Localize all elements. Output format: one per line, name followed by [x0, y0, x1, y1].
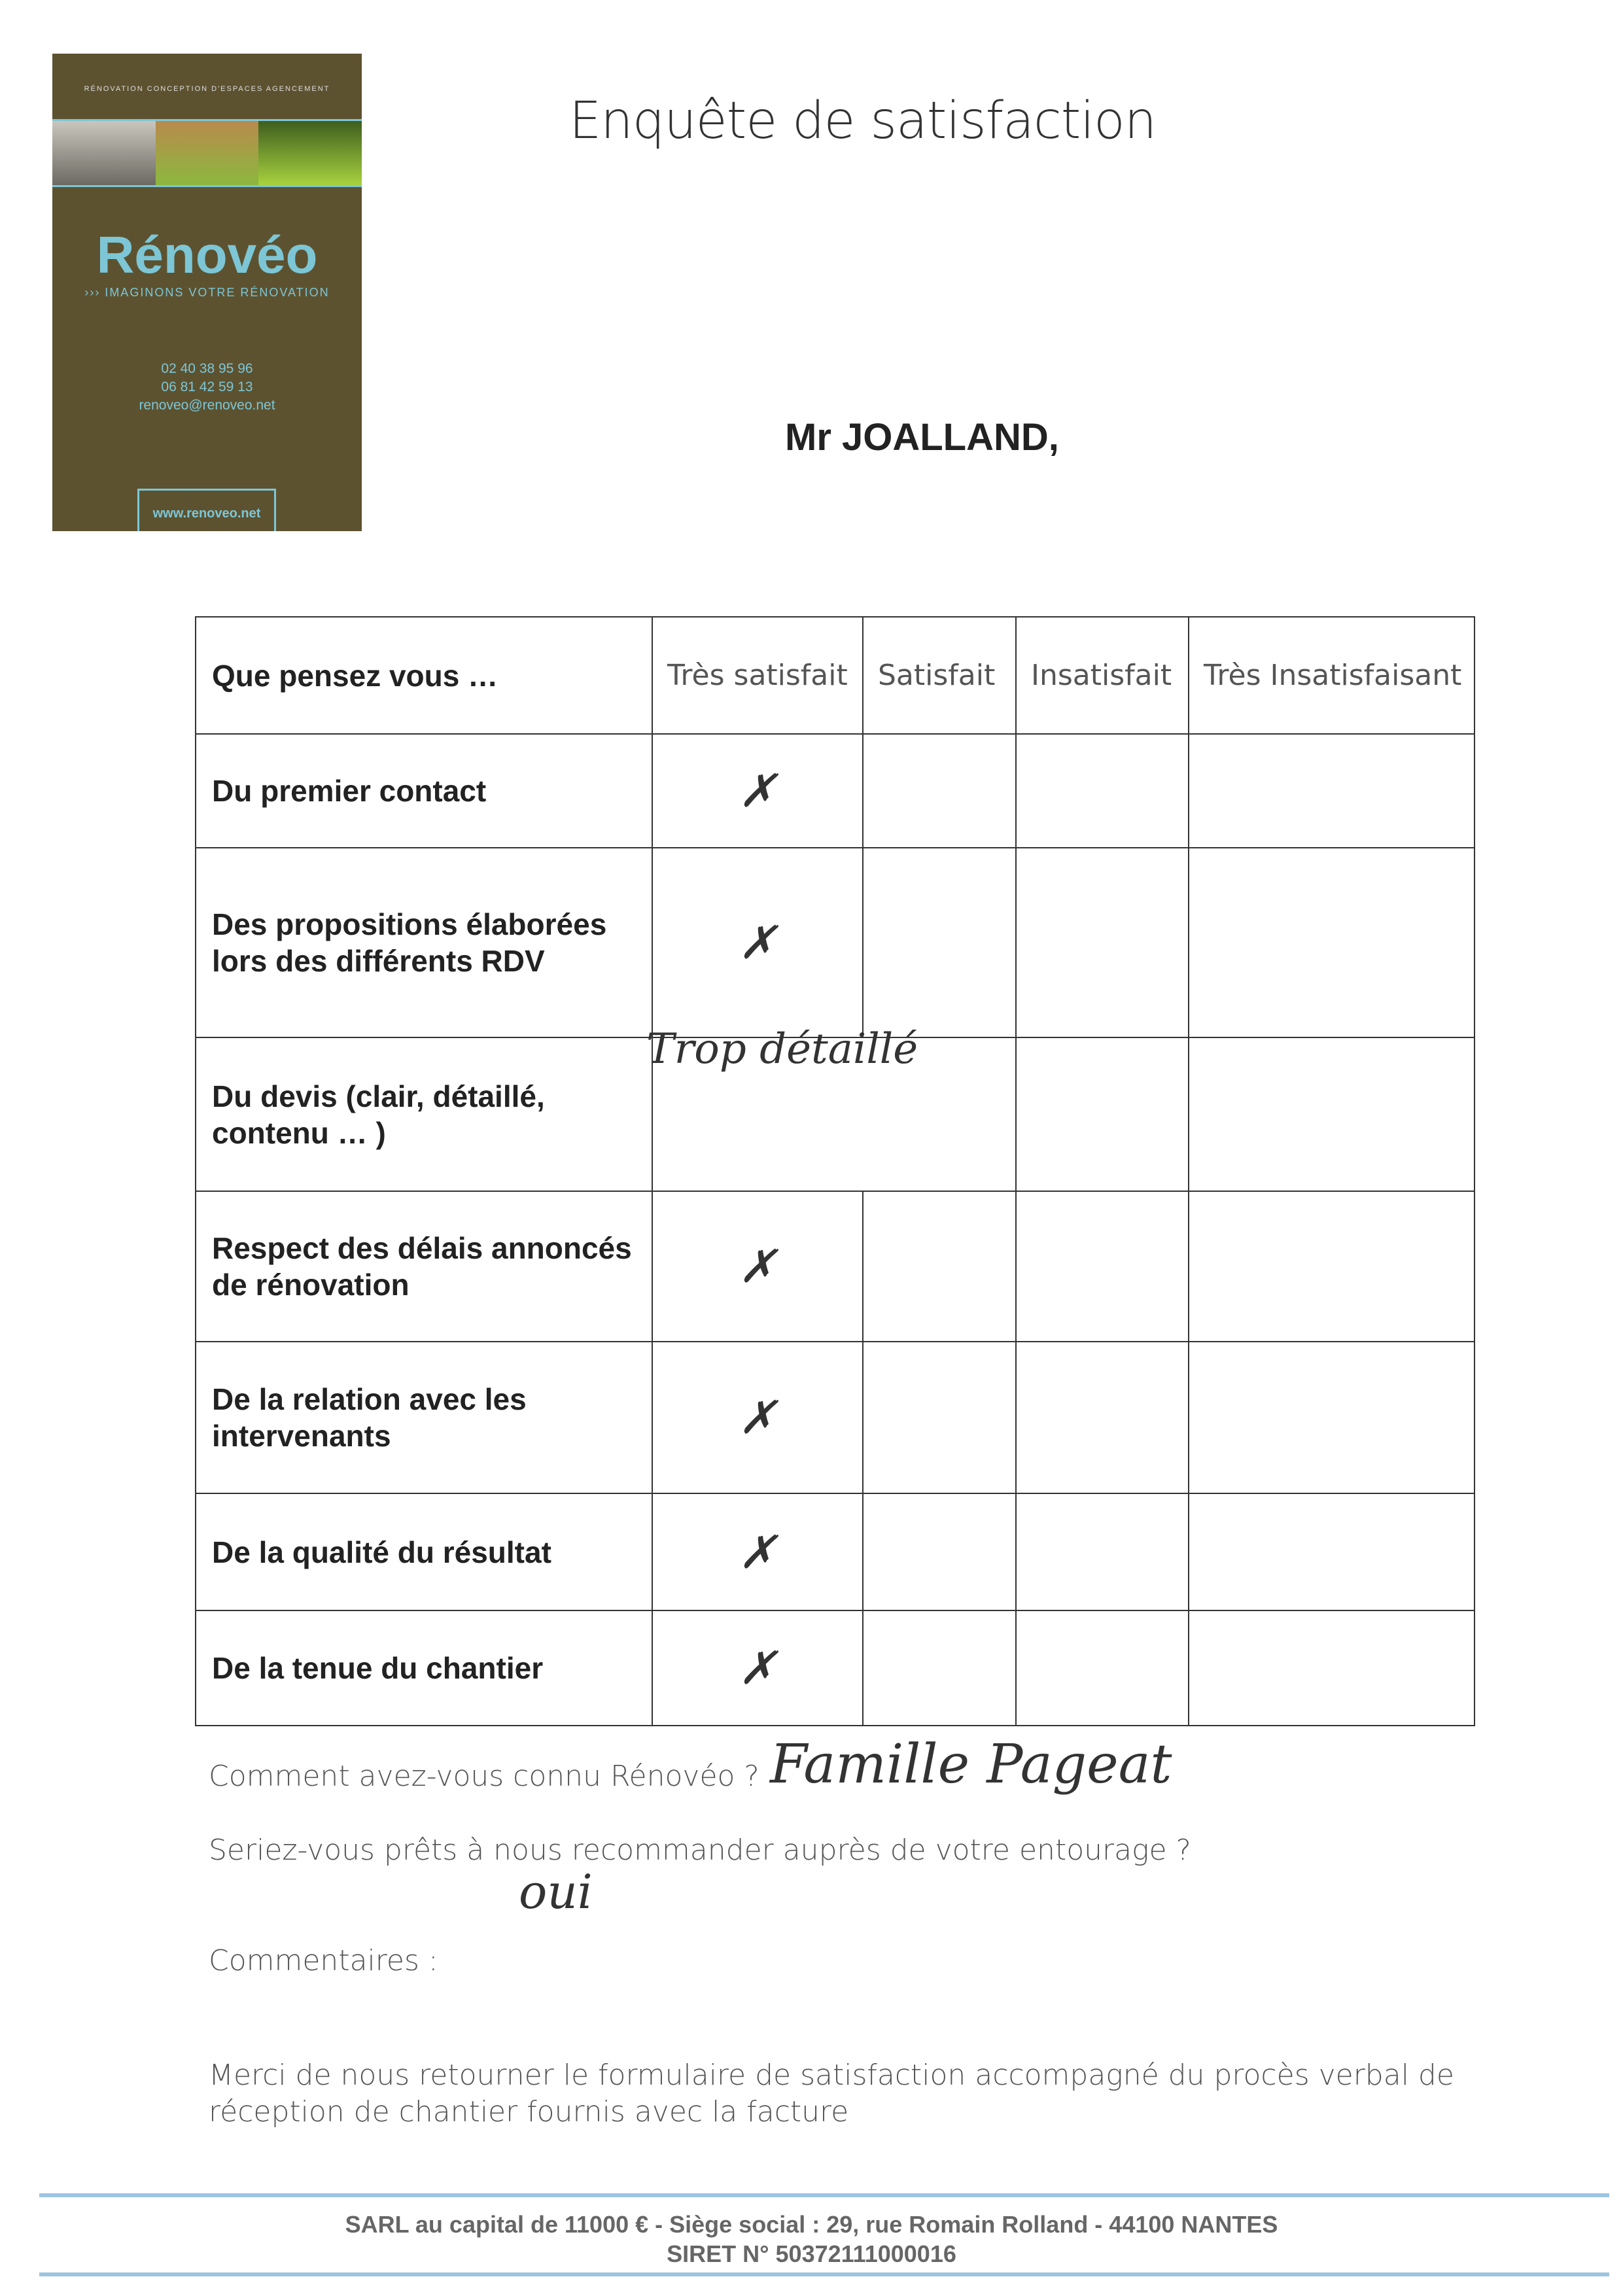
row-question: Du premier contact — [195, 733, 653, 848]
answer-cell[interactable]: Trop détaillé — [646, 1025, 1017, 1192]
answer-cell[interactable] — [862, 1493, 1017, 1611]
row-question: Respect des délais annoncés de rénovatio… — [195, 1191, 653, 1342]
header-question: Que pensez vous … — [195, 616, 653, 735]
answer-cell[interactable] — [1015, 733, 1189, 848]
check-mark[interactable]: ✗ — [652, 1191, 864, 1342]
answer-cell[interactable] — [1015, 1037, 1189, 1192]
email: renoveo@renoveo.net — [139, 398, 275, 413]
check-mark[interactable]: ✗ — [652, 847, 864, 1038]
client-name: Mr JOALLAND, — [785, 416, 1059, 459]
table-row: Des propositions élaborées lors des diff… — [195, 847, 1475, 1038]
phone-2: 06 81 42 59 13 — [161, 379, 253, 394]
answer-cell[interactable] — [1188, 733, 1475, 848]
recommend-answer: oui — [519, 1864, 593, 1919]
answer-cell[interactable] — [862, 1341, 1017, 1494]
answer-cell[interactable] — [1015, 847, 1189, 1038]
source-answer: Famille Pageat — [770, 1733, 1172, 1796]
row-question: Du devis (clair, détaillé, contenu … ) — [195, 1037, 653, 1192]
table-row: Du premier contact ✗ — [195, 733, 1475, 848]
header-tres-insatisfaisant: Très Insatisfaisant — [1188, 616, 1475, 735]
table-header-row: Que pensez vous … Très satisfait Satisfa… — [195, 616, 1475, 735]
logo-tagline: ››› IMAGINONS VOTRE RÉNOVATION — [84, 286, 330, 299]
table-row: Du devis (clair, détaillé, contenu … ) Tr… — [195, 1025, 1475, 1192]
satisfaction-table: Que pensez vous … Très satisfait Satisfa… — [195, 616, 1475, 1726]
header-insatisfait: Insatisfait — [1015, 616, 1189, 735]
answer-cell[interactable] — [1015, 1341, 1189, 1494]
logo-website: www.renoveo.net — [137, 489, 276, 531]
table-row: De la qualité du résultat ✗ — [195, 1493, 1475, 1611]
table-row: De la relation avec les intervenants ✗ — [195, 1341, 1475, 1494]
answer-cell[interactable] — [1188, 1191, 1475, 1342]
answer-cell[interactable] — [862, 847, 1017, 1038]
answer-cell[interactable] — [1015, 1493, 1189, 1611]
logo-contact: 02 40 38 95 96 06 81 42 59 13 renoveo@re… — [52, 360, 362, 415]
logo-services: RÉNOVATION CONCEPTION D'ESPACES AGENCEME… — [84, 85, 330, 93]
table-row: De la tenue du chantier ✗ — [195, 1610, 1475, 1726]
comments-label: Commentaires : — [209, 1944, 438, 1977]
source-question: Comment avez-vous connu Rénovéo ? — [209, 1760, 759, 1793]
row-question: Des propositions élaborées lors des diff… — [195, 847, 653, 1038]
footer-rule-bottom — [39, 2272, 1609, 2276]
check-mark[interactable]: ✗ — [652, 1493, 864, 1611]
row-question: De la relation avec les intervenants — [195, 1341, 653, 1494]
row-question: De la qualité du résultat — [195, 1493, 653, 1611]
answer-cell[interactable] — [1188, 847, 1475, 1038]
row-question: De la tenue du chantier — [195, 1610, 653, 1726]
answer-cell[interactable] — [1188, 1493, 1475, 1611]
return-note-line: réception de chantier fournis avec la fa… — [209, 2095, 849, 2129]
return-note-line: Merci de nous retourner le formulaire de… — [209, 2059, 1454, 2092]
footer-siret: SIRET N° 50372111000016 — [667, 2240, 956, 2267]
logo-brand: Rénovéo — [96, 226, 318, 284]
return-note: Merci de nous retourner le formulaire de… — [209, 2057, 1454, 2131]
answer-cell[interactable] — [1188, 1037, 1475, 1192]
phone-1: 02 40 38 95 96 — [161, 361, 253, 376]
check-mark[interactable]: ✗ — [652, 733, 864, 848]
handwritten-note: Trop détaillé — [646, 1025, 918, 1073]
answer-cell[interactable] — [862, 733, 1017, 848]
check-mark[interactable]: ✗ — [652, 1341, 864, 1494]
header-satisfait: Satisfait — [862, 616, 1017, 735]
logo-photos — [52, 119, 362, 187]
answer-cell[interactable] — [1015, 1191, 1189, 1342]
answer-cell[interactable] — [1188, 1341, 1475, 1494]
answer-cell[interactable] — [862, 1191, 1017, 1342]
check-mark[interactable]: ✗ — [652, 1610, 864, 1726]
company-logo-card: RÉNOVATION CONCEPTION D'ESPACES AGENCEME… — [52, 54, 362, 531]
header-tres-satisfait: Très satisfait — [652, 616, 864, 735]
footer-rule-top — [39, 2193, 1609, 2197]
answer-cell[interactable] — [1188, 1610, 1475, 1726]
footer-address: SARL au capital de 11000 € - Siège socia… — [345, 2211, 1278, 2238]
page-title: Enquête de satisfaction — [569, 92, 1157, 150]
table-row: Respect des délais annoncés de rénovatio… — [195, 1191, 1475, 1342]
recommend-question: Seriez-vous prêts à nous recommander aup… — [209, 1834, 1191, 1867]
answer-cell[interactable] — [1015, 1610, 1189, 1726]
answer-cell[interactable] — [862, 1610, 1017, 1726]
